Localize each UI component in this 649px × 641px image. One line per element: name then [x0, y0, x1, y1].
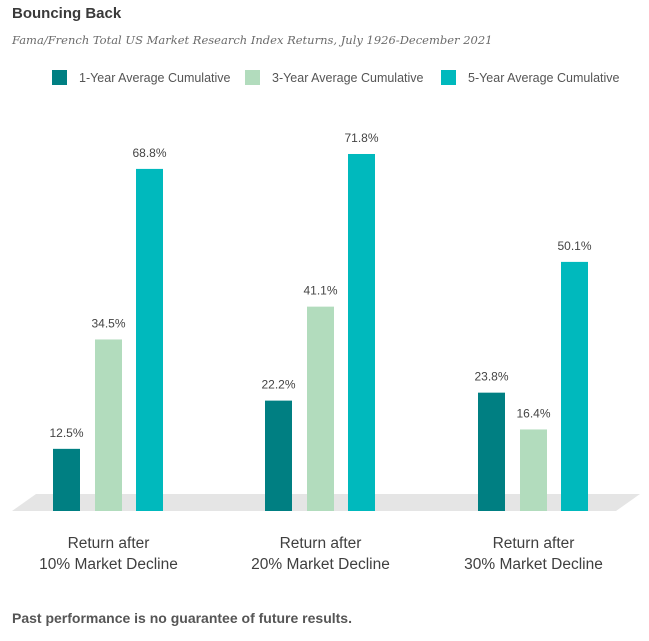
- bar-3-year-cat-2: [307, 306, 334, 511]
- category-label-1-line-1: Return after: [68, 535, 150, 552]
- bar-1-year-cat-1: [53, 448, 80, 511]
- data-label-5-year-cat-2: 71.8%: [344, 131, 378, 145]
- data-label-3-year-cat-2: 41.1%: [303, 284, 337, 298]
- data-label-1-year-cat-3: 23.8%: [474, 370, 508, 384]
- data-label-1-year-cat-1: 12.5%: [49, 426, 83, 440]
- legend-label-1-year: 1-Year Average Cumulative: [79, 70, 231, 85]
- bar-1-year-cat-2: [265, 400, 292, 511]
- legend-swatch-5-year: [441, 70, 456, 85]
- category-label-2-line-1: Return after: [280, 535, 362, 552]
- legend-label-3-year: 3-Year Average Cumulative: [272, 70, 424, 85]
- legend-swatch-1-year: [52, 70, 67, 85]
- legend-item-5-year: 5-Year Average Cumulative: [441, 70, 619, 85]
- data-label-1-year-cat-2: 22.2%: [261, 378, 295, 392]
- data-label-3-year-cat-1: 34.5%: [91, 316, 125, 330]
- chart-title: Bouncing Back: [12, 5, 122, 22]
- bar-5-year-cat-2: [348, 153, 375, 511]
- bar-1-year-cat-3: [478, 392, 505, 511]
- legend-item-3-year: 3-Year Average Cumulative: [245, 70, 423, 85]
- legend-item-1-year: 1-Year Average Cumulative: [52, 70, 230, 85]
- footnote: Past performance is no guarantee of futu…: [12, 610, 352, 626]
- data-label-5-year-cat-1: 68.8%: [132, 146, 166, 160]
- data-label-3-year-cat-3: 16.4%: [516, 406, 550, 420]
- category-label-2-line-2: 20% Market Decline: [251, 556, 390, 573]
- chart-subtitle: Fama/French Total US Market Research Ind…: [12, 33, 493, 47]
- bar-chart: 12.5% 22.2% 23.8% 34.5% 41.1% 16.4% 68.8% 71.8%…: [12, 131, 640, 573]
- bar-5-year-cat-3: [561, 261, 588, 511]
- bar-3-year-cat-1: [95, 339, 122, 511]
- data-label-5-year-cat-3: 50.1%: [557, 239, 591, 253]
- category-label-3-line-2: 30% Market Decline: [464, 556, 603, 573]
- bar-3-year-cat-3: [520, 429, 547, 511]
- bar-5-year-cat-1: [136, 168, 163, 511]
- category-label-3-line-1: Return after: [493, 535, 575, 552]
- legend-swatch-3-year: [245, 70, 260, 85]
- legend-label-5-year: 5-Year Average Cumulative: [468, 70, 620, 85]
- category-label-1-line-2: 10% Market Decline: [39, 556, 178, 573]
